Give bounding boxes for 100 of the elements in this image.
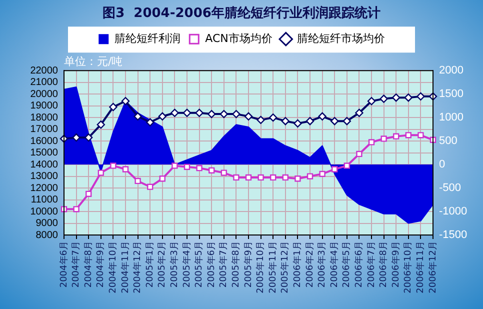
y-tick-label: 14000 — [30, 159, 58, 170]
point — [233, 174, 240, 181]
point — [356, 150, 362, 158]
y2-tick-label: 0 — [439, 158, 446, 171]
point — [330, 116, 339, 126]
x-tick-label: 2006年12月 — [427, 241, 438, 294]
y-tick-label: 19000 — [30, 100, 58, 112]
point — [98, 170, 104, 176]
point — [355, 108, 364, 117]
x-tick-label: 2006年5月 — [341, 241, 352, 288]
x-tick-label: 2004年7月 — [70, 241, 82, 288]
y2-tick-label: -500 — [439, 182, 462, 194]
x-tick-label: 2006年1月 — [292, 241, 304, 288]
x-tick-label: 2005年11月 — [267, 241, 278, 294]
point — [172, 162, 178, 169]
y2-tick-label: 2000 — [439, 64, 464, 77]
point — [258, 174, 264, 181]
point — [84, 133, 93, 142]
x-tick-label: 2004年9月 — [95, 241, 106, 288]
point — [294, 176, 301, 182]
y-tick-label: 22000 — [30, 65, 58, 76]
point — [269, 113, 278, 122]
x-tick-label: 2005年2月 — [156, 241, 168, 288]
point — [121, 97, 130, 106]
x-tick-label: 2006年6月 — [354, 241, 365, 288]
x-tick-label: 2004年8月 — [82, 241, 94, 288]
x-tick-label: 2006年10月 — [402, 241, 414, 294]
point — [281, 116, 290, 126]
point — [184, 164, 190, 170]
point — [319, 170, 326, 178]
point — [170, 108, 179, 117]
point — [196, 164, 202, 172]
x-tick-label: 2006年2月 — [304, 241, 316, 288]
x-tick-label: 2004年11月 — [120, 241, 131, 294]
point — [159, 176, 166, 182]
point — [405, 132, 412, 138]
y2-tick-label: 1500 — [439, 88, 464, 100]
y-tick-label: 15000 — [30, 148, 58, 159]
x-tick-label: 2004年12月 — [132, 241, 144, 294]
point — [110, 162, 116, 169]
x-tick-label: 2005年9月 — [242, 241, 254, 288]
point — [332, 166, 338, 172]
point — [134, 178, 141, 184]
point — [282, 174, 288, 181]
y-tick-label: 8000 — [36, 230, 58, 241]
x-tick-label: 2005年5月 — [194, 241, 205, 288]
x-tick-label: 2006年7月 — [366, 241, 377, 288]
point — [134, 112, 142, 120]
point — [256, 116, 265, 124]
x-tick-label: 2004年6月 — [58, 241, 70, 288]
point — [146, 118, 154, 126]
x-tick-label: 2006年11月 — [415, 241, 426, 294]
x-tick-label: 2005年7月 — [218, 241, 230, 288]
y-tick-label: 20000 — [30, 88, 58, 100]
x-tick-label: 2006年9月 — [390, 241, 402, 288]
y-tick-label: 12000 — [30, 182, 58, 194]
y2-tick-label: -1000 — [439, 206, 468, 218]
point — [208, 167, 215, 174]
point — [380, 136, 387, 142]
y2-tick-label: 1000 — [439, 112, 464, 124]
point — [344, 162, 350, 169]
point — [380, 94, 388, 103]
chart-title: 图3 2004-2006年腈纶短纤行业利润跟踪统计 — [102, 5, 380, 22]
point — [392, 94, 400, 102]
point — [147, 184, 154, 190]
x-tick-label: 2006年4月 — [328, 241, 340, 288]
point — [393, 133, 400, 140]
legend-label: 腈纶短纤市场均价 — [296, 32, 385, 45]
point — [244, 112, 253, 120]
y-tick-label: 16000 — [30, 136, 58, 147]
text: 单位：元/吨 — [64, 54, 123, 68]
point — [342, 116, 351, 126]
x-tick-label: 2005年3月 — [169, 241, 180, 288]
point — [122, 166, 129, 172]
x-tick-label: 2006年8月 — [378, 241, 390, 288]
y-tick-label: 17000 — [30, 124, 58, 136]
y-tick-label: 18000 — [30, 112, 58, 124]
x-tick-label: 2005年12月 — [280, 241, 291, 294]
point — [220, 170, 227, 176]
legend-label: 腈纶短纤利润 — [114, 32, 181, 45]
point — [368, 139, 375, 146]
point — [306, 173, 314, 180]
point — [306, 116, 314, 126]
point — [109, 102, 118, 112]
y-tick-label: 9000 — [36, 218, 58, 230]
point — [195, 108, 204, 117]
y2-tick-label: 500 — [439, 135, 458, 148]
y-tick-label: 21000 — [30, 77, 58, 88]
point — [220, 110, 228, 118]
point — [232, 110, 240, 118]
point — [158, 112, 166, 120]
point — [72, 133, 80, 142]
point — [86, 190, 92, 197]
point — [270, 174, 276, 181]
y-tick-label: 11000 — [30, 194, 58, 206]
x-tick-label: 2005年8月 — [230, 241, 242, 288]
point — [404, 94, 412, 102]
point — [96, 120, 105, 129]
point — [418, 132, 424, 138]
y-tick-label: 13000 — [30, 171, 58, 182]
